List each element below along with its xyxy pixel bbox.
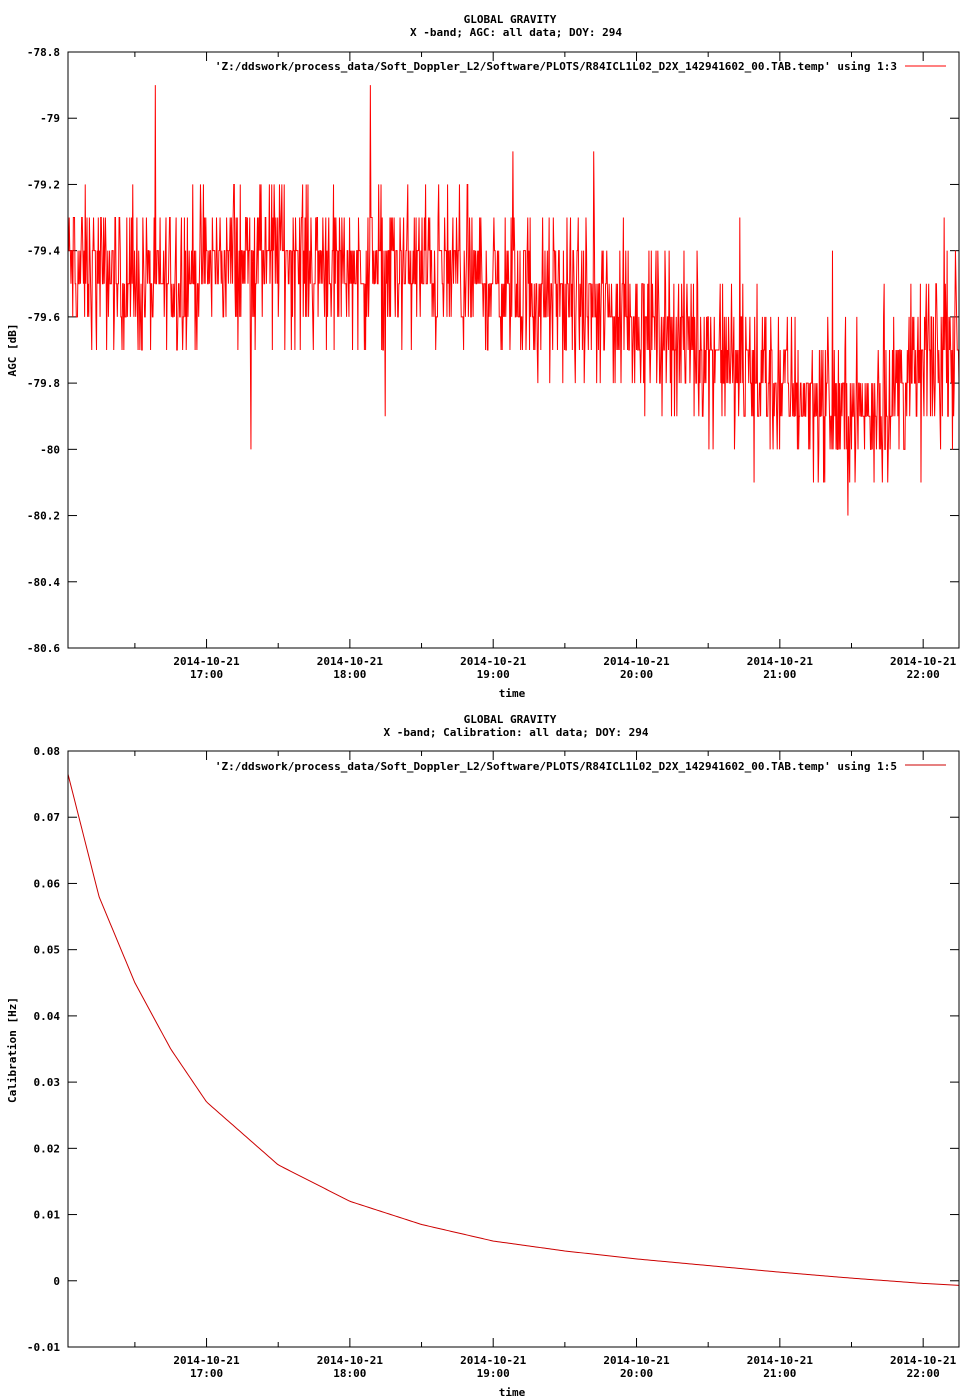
x-tick-time-label: 17:00 <box>190 1367 223 1380</box>
x-tick-date-label: 2014-10-21 <box>317 1354 384 1367</box>
y-tick-label: 0.08 <box>34 745 61 758</box>
y-tick-label: -80.6 <box>27 642 60 655</box>
x-tick-time-label: 18:00 <box>333 668 366 681</box>
y-tick-label: -79 <box>40 112 60 125</box>
calibration-chart-title: GLOBAL GRAVITY <box>464 713 557 726</box>
agc-x-ticks: 2014-10-2117:002014-10-2118:002014-10-21… <box>134 52 957 681</box>
agc-legend-label: 'Z:/ddswork/process_data/Soft_Doppler_L2… <box>215 60 897 73</box>
x-tick-date-label: 2014-10-21 <box>890 1354 957 1367</box>
y-tick-label: 0.01 <box>34 1209 61 1222</box>
agc-plot-frame <box>67 51 960 649</box>
calibration-series-line <box>67 774 960 1286</box>
x-tick-time-label: 21:00 <box>763 1367 796 1380</box>
agc-series-line <box>68 85 960 516</box>
x-tick-date-label: 2014-10-21 <box>603 1354 670 1367</box>
x-tick-time-label: 20:00 <box>620 1367 653 1380</box>
y-tick-label: -80.4 <box>27 576 60 589</box>
y-tick-label: -80 <box>40 443 60 456</box>
calibration-x-axis-label: time <box>499 1386 526 1399</box>
calibration-legend-label: 'Z:/ddswork/process_data/Soft_Doppler_L2… <box>215 760 897 773</box>
calibration-chart-subtitle: X -band; Calibration: all data; DOY: 294 <box>384 726 649 739</box>
x-tick-time-label: 22:00 <box>907 668 940 681</box>
calibration-y-ticks: 0.08 0.07 0.06 0.05 0.04 0.03 0.02 0.01 0 -0.01 <box>27 745 959 1354</box>
x-tick-time-label: 22:00 <box>907 1367 940 1380</box>
x-tick-time-label: 19:00 <box>477 1367 510 1380</box>
x-tick-date-label: 2014-10-21 <box>173 655 240 668</box>
calibration-chart: GLOBAL GRAVITY X -band; Calibration: all… <box>6 713 960 1399</box>
x-tick-date-label: 2014-10-21 <box>460 655 527 668</box>
y-tick-label: 0.02 <box>34 1142 61 1155</box>
y-tick-label: -0.01 <box>27 1341 60 1354</box>
x-tick-date-label: 2014-10-21 <box>747 1354 814 1367</box>
calibration-plot-frame <box>67 750 960 1348</box>
y-tick-label: -79.2 <box>27 178 60 191</box>
y-tick-label: -79.4 <box>27 245 60 258</box>
y-tick-label: -79.6 <box>27 311 60 324</box>
x-tick-date-label: 2014-10-21 <box>603 655 670 668</box>
agc-chart-subtitle: X -band; AGC: all data; DOY: 294 <box>410 26 622 39</box>
x-tick-time-label: 17:00 <box>190 668 223 681</box>
x-tick-time-label: 18:00 <box>333 1367 366 1380</box>
y-tick-label: 0.03 <box>34 1076 61 1089</box>
x-tick-time-label: 20:00 <box>620 668 653 681</box>
x-tick-date-label: 2014-10-21 <box>460 1354 527 1367</box>
y-tick-label: -78.8 <box>27 46 60 59</box>
calibration-y-axis-label: Calibration [Hz] <box>6 997 19 1103</box>
y-tick-label: 0 <box>53 1275 60 1288</box>
y-tick-label: -79.8 <box>27 377 60 390</box>
x-tick-date-label: 2014-10-21 <box>173 1354 240 1367</box>
y-tick-label: 0.05 <box>34 944 61 957</box>
x-tick-time-label: 19:00 <box>477 668 510 681</box>
agc-x-axis-label: time <box>499 687 526 700</box>
y-tick-label: 0.06 <box>34 877 61 890</box>
x-tick-date-label: 2014-10-21 <box>890 655 957 668</box>
y-tick-label: 0.04 <box>34 1010 61 1023</box>
agc-chart-title: GLOBAL GRAVITY <box>464 13 557 26</box>
y-tick-label: -80.2 <box>27 510 60 523</box>
agc-y-axis-label: AGC [dB] <box>6 324 19 377</box>
calibration-x-ticks: 2014-10-2117:002014-10-2118:002014-10-21… <box>134 751 957 1380</box>
x-tick-date-label: 2014-10-21 <box>747 655 814 668</box>
agc-chart: GLOBAL GRAVITY X -band; AGC: all data; D… <box>6 13 960 700</box>
x-tick-time-label: 21:00 <box>763 668 796 681</box>
y-tick-label: 0.07 <box>34 811 61 824</box>
x-tick-date-label: 2014-10-21 <box>317 655 384 668</box>
